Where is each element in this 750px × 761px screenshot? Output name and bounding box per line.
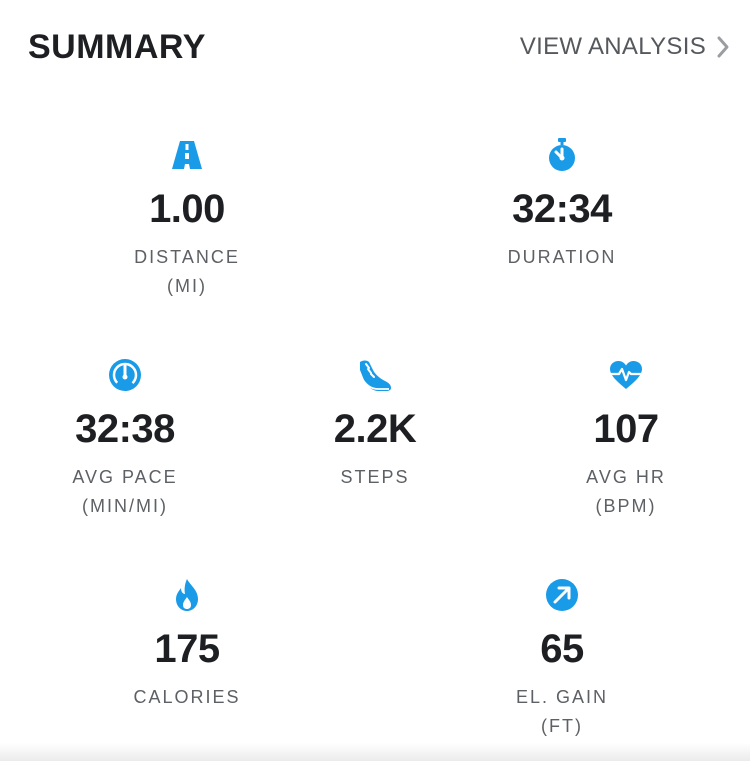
avg-hr-label: AVG HR: [586, 467, 666, 487]
stat-calories: 175 CALORIES: [87, 577, 287, 712]
stat-elevation-gain: 65 EL. GAIN (FT): [462, 577, 662, 741]
page-title: SUMMARY: [28, 28, 206, 66]
view-analysis-label: VIEW ANALYSIS: [519, 33, 706, 60]
stat-distance: 1.00 DISTANCE (MI): [87, 137, 287, 301]
distance-unit: (MI): [167, 276, 207, 296]
duration-value: 32:34: [512, 187, 612, 231]
elevation-gain-label: EL. GAIN: [515, 687, 609, 707]
bottom-divider: [0, 743, 750, 761]
speedometer-icon: [107, 357, 143, 393]
stat-duration: 32:34 DURATION: [462, 137, 662, 272]
distance-value: 1.00: [149, 187, 225, 231]
elevation-gain-value: 65: [540, 627, 584, 671]
road-icon: [169, 137, 205, 173]
avg-pace-label: AVG PACE: [72, 467, 178, 487]
steps-value: 2.2K: [333, 407, 417, 451]
heart-rate-icon: [608, 357, 644, 393]
summary-header: SUMMARY VIEW ANALYSIS: [0, 0, 750, 100]
calories-value: 175: [154, 627, 220, 671]
flame-icon: [169, 577, 205, 613]
steps-label: STEPS: [340, 467, 410, 487]
stat-avg-pace: 32:38 AVG PACE (MIN/MI): [25, 357, 225, 521]
elevation-gain-unit: (FT): [541, 716, 583, 736]
stopwatch-icon: [544, 137, 580, 173]
chevron-right-icon: [717, 36, 729, 58]
avg-hr-unit: (BPM): [595, 496, 657, 516]
duration-label: DURATION: [507, 247, 617, 267]
avg-hr-value: 107: [593, 407, 659, 451]
stat-steps: 2.2K STEPS: [275, 357, 475, 492]
calories-label: CALORIES: [133, 687, 241, 707]
avg-pace-value: 32:38: [75, 407, 175, 451]
view-analysis-link[interactable]: VIEW ANALYSIS: [520, 33, 730, 61]
distance-label: DISTANCE: [134, 247, 240, 267]
avg-pace-unit: (MIN/MI): [82, 496, 168, 516]
elevation-arrow-icon: [544, 577, 580, 613]
stat-avg-hr: 107 AVG HR (BPM): [526, 357, 726, 521]
shoe-icon: [357, 357, 393, 393]
